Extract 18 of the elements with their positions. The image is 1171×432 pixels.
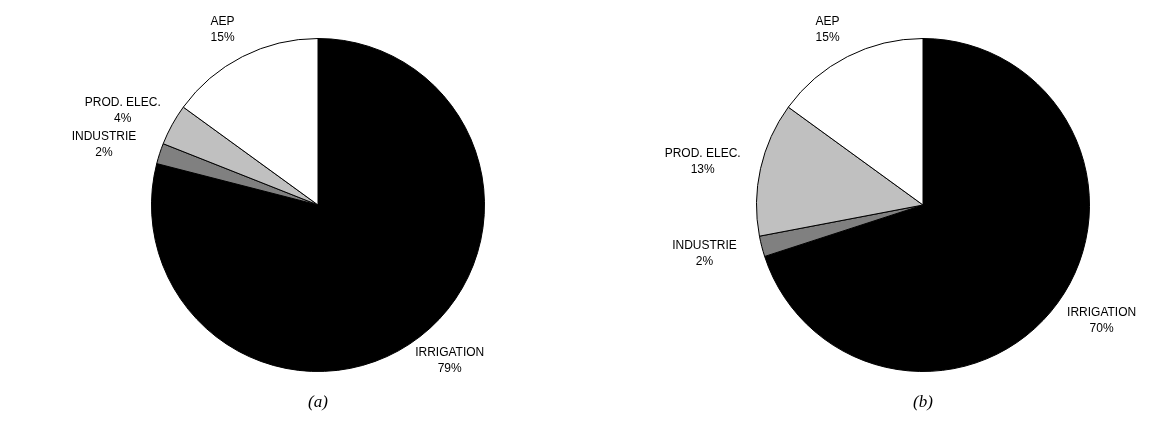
text: (a) xyxy=(307,392,329,412)
data-label: 70% xyxy=(1089,320,1114,335)
slice-label: IRRIGATION xyxy=(415,344,485,359)
slice-label: INDUSTRIE xyxy=(672,238,737,253)
data-label: 15% xyxy=(815,30,840,45)
data-label: 2% xyxy=(95,144,113,159)
slice-label: PROD. ELEC. xyxy=(84,94,161,109)
data-label: 13% xyxy=(690,162,715,177)
slice-label: AEP xyxy=(815,14,840,29)
data-label: 4% xyxy=(114,110,132,125)
data-label: 2% xyxy=(695,254,714,269)
slice-label: IRRIGATION xyxy=(1067,304,1137,319)
slice-label: AEP xyxy=(210,14,235,29)
data-label: 15% xyxy=(210,30,235,45)
slice-label: PROD. ELEC. xyxy=(664,146,741,161)
data-label: 79% xyxy=(437,360,463,375)
text: (b) xyxy=(912,392,934,412)
slice-label: INDUSTRIE xyxy=(71,128,137,143)
